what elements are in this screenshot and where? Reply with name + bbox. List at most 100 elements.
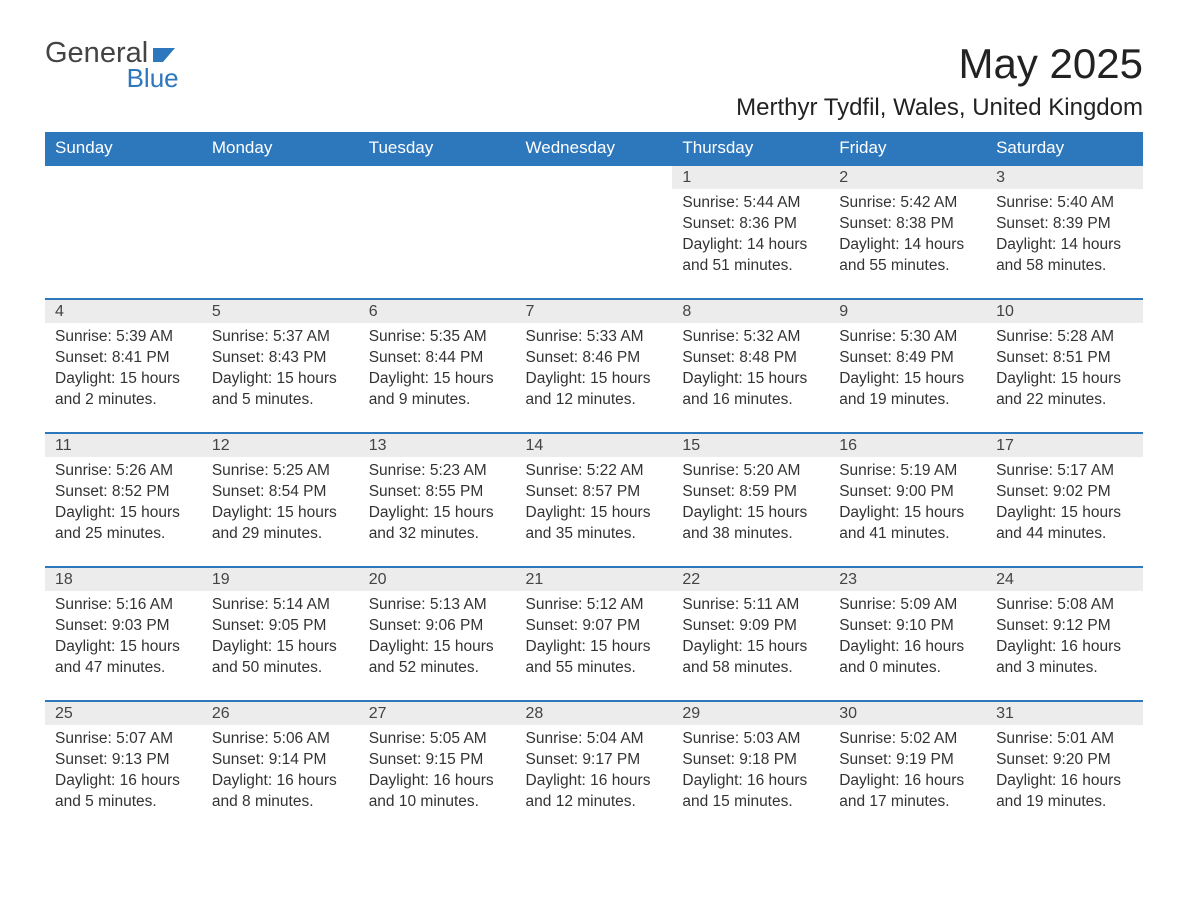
logo-line2: Blue xyxy=(45,66,179,91)
day-number-cell: 15 xyxy=(672,433,829,457)
col-saturday: Saturday xyxy=(986,132,1143,165)
day-cell: Sunrise: 5:13 AMSunset: 9:06 PMDaylight:… xyxy=(359,591,516,701)
daylight-line: Daylight: 15 hours and 22 minutes. xyxy=(996,369,1133,411)
day-detail: Sunrise: 5:23 AMSunset: 8:55 PMDaylight:… xyxy=(359,457,516,555)
sunrise-line: Sunrise: 5:17 AM xyxy=(996,461,1133,482)
daynum-row: 11121314151617 xyxy=(45,433,1143,457)
sunset-line: Sunset: 9:17 PM xyxy=(526,750,663,771)
day-number-cell: 9 xyxy=(829,299,986,323)
week-row: Sunrise: 5:07 AMSunset: 9:13 PM Daylight:… xyxy=(45,725,1143,835)
daylight-line: Daylight: 15 hours and 25 minutes. xyxy=(55,503,192,545)
day-detail: Sunrise: 5:28 AMSunset: 8:51 PMDaylight:… xyxy=(986,323,1143,421)
sunset-line: Sunset: 9:06 PM xyxy=(369,616,506,637)
day-cell: Sunrise: 5:44 AMSunset: 8:36 PMDaylight:… xyxy=(672,189,829,299)
daylight-line: Daylight: 16 hours and 15 minutes. xyxy=(682,771,819,813)
day-detail: Sunrise: 5:19 AMSunset: 9:00 PMDaylight:… xyxy=(829,457,986,555)
day-cell: Sunrise: 5:04 AMSunset: 9:17 PMDaylight:… xyxy=(516,725,673,835)
day-number-cell xyxy=(359,165,516,189)
day-number-cell: 10 xyxy=(986,299,1143,323)
day-number-cell: 5 xyxy=(202,299,359,323)
daynum-row: 123 xyxy=(45,165,1143,189)
day-detail: Sunrise: 5:33 AMSunset: 8:46 PMDaylight:… xyxy=(516,323,673,421)
day-detail: Sunrise: 5:37 AMSunset: 8:43 PMDaylight:… xyxy=(202,323,359,421)
sunrise-line: Sunrise: 5:07 AM xyxy=(55,729,192,750)
day-cell: Sunrise: 5:22 AMSunset: 8:57 PMDaylight:… xyxy=(516,457,673,567)
sunrise-line: Sunrise: 5:30 AM xyxy=(839,327,976,348)
sunrise-line: Sunrise: 5:16 AM xyxy=(55,595,192,616)
sunset-line: Sunset: 8:39 PM xyxy=(996,214,1133,235)
sunrise-line: Sunrise: 5:12 AM xyxy=(526,595,663,616)
daylight-line: Daylight: 15 hours and 5 minutes. xyxy=(212,369,349,411)
day-detail: Sunrise: 5:06 AMSunset: 9:14 PMDaylight:… xyxy=(202,725,359,823)
col-tuesday: Tuesday xyxy=(359,132,516,165)
day-cell xyxy=(202,189,359,299)
daylight-line: Daylight: 16 hours and 3 minutes. xyxy=(996,637,1133,679)
sunset-line: Sunset: 8:48 PM xyxy=(682,348,819,369)
sunrise-line: Sunrise: 5:39 AM xyxy=(55,327,192,348)
header-row: General Blue May 2025 Merthyr Tydfil, Wa… xyxy=(45,40,1143,132)
day-cell: Sunrise: 5:19 AMSunset: 9:00 PMDaylight:… xyxy=(829,457,986,567)
day-cell: Sunrise: 5:16 AMSunset: 9:03 PMDaylight:… xyxy=(45,591,202,701)
sunrise-line: Sunrise: 5:22 AM xyxy=(526,461,663,482)
sunrise-line: Sunrise: 5:11 AM xyxy=(682,595,819,616)
daylight-line: Daylight: 14 hours and 58 minutes. xyxy=(996,235,1133,277)
day-number-cell: 18 xyxy=(45,567,202,591)
daylight-line: Daylight: 16 hours and 8 minutes. xyxy=(212,771,349,813)
week-row: Sunrise: 5:16 AMSunset: 9:03 PMDaylight:… xyxy=(45,591,1143,701)
daynum-row: 25262728293031 xyxy=(45,701,1143,725)
sunrise-line: Sunrise: 5:04 AM xyxy=(526,729,663,750)
day-cell: Sunrise: 5:42 AMSunset: 8:38 PMDaylight:… xyxy=(829,189,986,299)
sunset-line: Sunset: 8:49 PM xyxy=(839,348,976,369)
week-row: Sunrise: 5:26 AMSunset: 8:52 PMDaylight:… xyxy=(45,457,1143,567)
daylight-line: Daylight: 14 hours and 51 minutes. xyxy=(682,235,819,277)
location-text: Merthyr Tydfil, Wales, United Kingdom xyxy=(736,94,1143,122)
day-number-cell xyxy=(202,165,359,189)
day-detail: Sunrise: 5:09 AMSunset: 9:10 PMDaylight:… xyxy=(829,591,986,689)
sunset-line: Sunset: 8:57 PM xyxy=(526,482,663,503)
day-detail: Sunrise: 5:14 AMSunset: 9:05 PMDaylight:… xyxy=(202,591,359,689)
day-number-cell: 13 xyxy=(359,433,516,457)
day-cell: Sunrise: 5:02 AMSunset: 9:19 PMDaylight:… xyxy=(829,725,986,835)
sunset-line: Sunset: 8:54 PM xyxy=(212,482,349,503)
daylight-line: Daylight: 15 hours and 16 minutes. xyxy=(682,369,819,411)
daylight-line: Daylight: 15 hours and 58 minutes. xyxy=(682,637,819,679)
daylight-line: Daylight: 16 hours and 19 minutes. xyxy=(996,771,1133,813)
day-detail: Sunrise: 5:11 AMSunset: 9:09 PMDaylight:… xyxy=(672,591,829,689)
weekday-header-row: Sunday Monday Tuesday Wednesday Thursday… xyxy=(45,132,1143,165)
day-number-cell: 31 xyxy=(986,701,1143,725)
sunrise-line: Sunrise: 5:01 AM xyxy=(996,729,1133,750)
day-detail: Sunrise: 5:26 AMSunset: 8:52 PMDaylight:… xyxy=(45,457,202,555)
logo-text: General Blue xyxy=(45,40,179,90)
daylight-line: Daylight: 15 hours and 12 minutes. xyxy=(526,369,663,411)
day-number-cell xyxy=(45,165,202,189)
day-number-cell: 12 xyxy=(202,433,359,457)
sunset-line: Sunset: 9:20 PM xyxy=(996,750,1133,771)
day-number-cell: 21 xyxy=(516,567,673,591)
day-detail: Sunrise: 5:07 AMSunset: 9:13 PMDaylight:… xyxy=(45,725,202,823)
sunset-line: Sunset: 9:02 PM xyxy=(996,482,1133,503)
day-detail: Sunrise: 5:30 AMSunset: 8:49 PMDaylight:… xyxy=(829,323,986,421)
day-cell: Sunrise: 5:11 AMSunset: 9:09 PMDaylight:… xyxy=(672,591,829,701)
daylight-line: Daylight: 15 hours and 52 minutes. xyxy=(369,637,506,679)
day-detail: Sunrise: 5:17 AMSunset: 9:02 PMDaylight:… xyxy=(986,457,1143,555)
day-number-cell: 20 xyxy=(359,567,516,591)
sunset-line: Sunset: 8:52 PM xyxy=(55,482,192,503)
week-row: Sunrise: 5:39 AMSunset: 8:41 PMDaylight:… xyxy=(45,323,1143,433)
sunset-line: Sunset: 8:51 PM xyxy=(996,348,1133,369)
sunset-line: Sunset: 9:07 PM xyxy=(526,616,663,637)
day-number-cell: 11 xyxy=(45,433,202,457)
col-wednesday: Wednesday xyxy=(516,132,673,165)
sunset-line: Sunset: 9:13 PM xyxy=(55,750,192,771)
day-cell: Sunrise: 5:05 AMSunset: 9:15 PMDaylight:… xyxy=(359,725,516,835)
sunset-line: Sunset: 8:59 PM xyxy=(682,482,819,503)
day-number-cell: 1 xyxy=(672,165,829,189)
sunrise-line: Sunrise: 5:14 AM xyxy=(212,595,349,616)
day-number-cell: 3 xyxy=(986,165,1143,189)
page-title: May 2025 xyxy=(736,40,1143,88)
day-number-cell: 26 xyxy=(202,701,359,725)
day-detail: Sunrise: 5:16 AMSunset: 9:03 PMDaylight:… xyxy=(45,591,202,689)
daylight-line: Daylight: 15 hours and 55 minutes. xyxy=(526,637,663,679)
day-cell: Sunrise: 5:17 AMSunset: 9:02 PMDaylight:… xyxy=(986,457,1143,567)
daylight-line: Daylight: 15 hours and 2 minutes. xyxy=(55,369,192,411)
day-number-cell: 22 xyxy=(672,567,829,591)
